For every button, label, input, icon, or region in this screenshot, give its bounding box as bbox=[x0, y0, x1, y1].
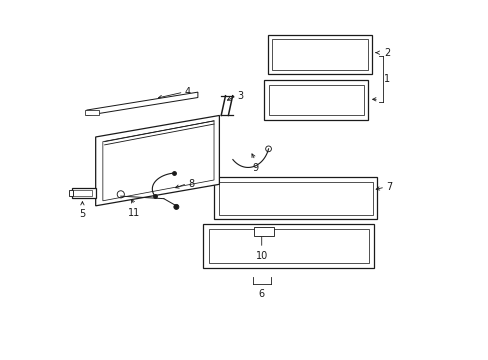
Polygon shape bbox=[72, 188, 96, 198]
Polygon shape bbox=[86, 92, 198, 116]
Polygon shape bbox=[264, 80, 367, 120]
Polygon shape bbox=[254, 226, 274, 235]
Text: 10: 10 bbox=[255, 251, 267, 261]
Circle shape bbox=[174, 204, 179, 210]
Polygon shape bbox=[85, 110, 99, 116]
Text: 6: 6 bbox=[258, 289, 264, 300]
Text: 2: 2 bbox=[384, 48, 390, 58]
Polygon shape bbox=[69, 190, 73, 196]
Text: 3: 3 bbox=[237, 91, 244, 101]
Text: 8: 8 bbox=[188, 179, 194, 189]
Polygon shape bbox=[214, 177, 376, 220]
Polygon shape bbox=[203, 224, 373, 268]
Text: 4: 4 bbox=[184, 87, 190, 97]
Text: 1: 1 bbox=[384, 74, 390, 84]
Polygon shape bbox=[96, 116, 219, 206]
Polygon shape bbox=[267, 35, 371, 74]
Text: 5: 5 bbox=[79, 209, 85, 219]
Text: 11: 11 bbox=[128, 208, 140, 218]
Text: 7: 7 bbox=[386, 182, 391, 192]
Text: 9: 9 bbox=[252, 163, 258, 173]
